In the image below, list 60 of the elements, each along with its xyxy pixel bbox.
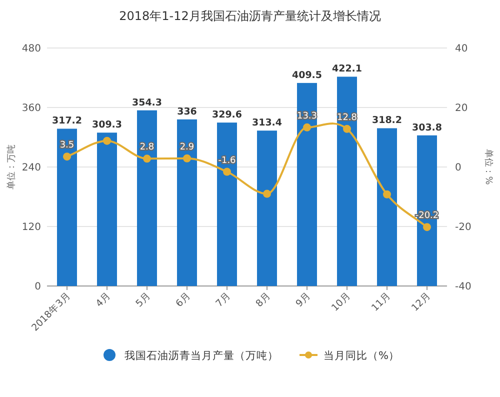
- x-tick-label: 9月: [294, 290, 314, 310]
- point: [183, 154, 191, 162]
- data-label: 317.2: [52, 116, 82, 127]
- chart-title: 2018年1-12月我国石油沥青产量统计及增长情况: [119, 9, 381, 23]
- bar: [137, 110, 157, 286]
- point: [263, 190, 271, 198]
- y-tick-label: 120: [22, 222, 41, 233]
- data-label: 309.3: [92, 120, 122, 131]
- x-tick-label: 8月: [254, 290, 274, 310]
- x-tick-label: 5月: [134, 290, 154, 310]
- point: [143, 154, 151, 163]
- y2-tick-label: 20: [455, 103, 468, 114]
- y-tick-label: 0: [34, 282, 41, 292]
- y2-tick-label: 0: [455, 162, 462, 174]
- x-tick-label: 11月: [370, 290, 394, 314]
- y2-tick-label: -40: [455, 282, 472, 292]
- bar: [217, 122, 237, 286]
- x-tick-label: 7月: [214, 290, 234, 310]
- data-label: 303.8: [412, 122, 442, 134]
- y2-axis-title: 单位：%: [483, 149, 494, 186]
- data-label: 12.8: [336, 112, 358, 123]
- y2-tick-label: -20: [455, 222, 472, 233]
- point: [383, 190, 391, 198]
- point: [423, 223, 431, 232]
- bar: [337, 76, 357, 286]
- x-tick-label: 12月: [410, 290, 434, 314]
- y-tick-label: 360: [22, 103, 41, 114]
- data-label: 13.3: [296, 111, 318, 122]
- bar: [417, 135, 437, 286]
- bar: [57, 128, 77, 286]
- bar: [257, 130, 277, 286]
- bar: [377, 128, 397, 286]
- point: [223, 168, 231, 176]
- bar: [297, 82, 317, 286]
- legend-label: 当月同比（%）: [324, 349, 400, 362]
- data-label: 318.2: [372, 115, 402, 126]
- data-label: 422.1: [332, 64, 362, 75]
- y2-tick-label: 40: [455, 44, 468, 54]
- point: [63, 152, 71, 161]
- y-tick-label: 240: [22, 162, 41, 174]
- data-label: 336: [177, 106, 198, 118]
- legend-label: 我国石油沥青当月产量（万吨）: [124, 349, 279, 362]
- data-label: 2.9: [180, 142, 194, 152]
- y-tick-label: 480: [22, 44, 41, 54]
- point: [343, 124, 351, 133]
- data-label: 313.4: [252, 118, 282, 129]
- data-label: 329.6: [212, 110, 242, 121]
- bar: [97, 132, 117, 286]
- y-axis-title: 单位：万吨: [6, 144, 17, 190]
- data-label: 3.5: [60, 140, 74, 151]
- data-label: 409.5: [292, 70, 322, 81]
- data-label: 354.3: [132, 97, 162, 108]
- data-label: -1.6: [218, 156, 236, 166]
- x-tick-label: 10月: [330, 290, 354, 314]
- bar: [177, 119, 197, 286]
- point: [303, 123, 311, 132]
- x-tick-label: 4月: [94, 290, 114, 310]
- data-label: 2.8: [140, 142, 154, 153]
- point: [103, 136, 111, 145]
- x-tick-label: 6月: [174, 290, 194, 310]
